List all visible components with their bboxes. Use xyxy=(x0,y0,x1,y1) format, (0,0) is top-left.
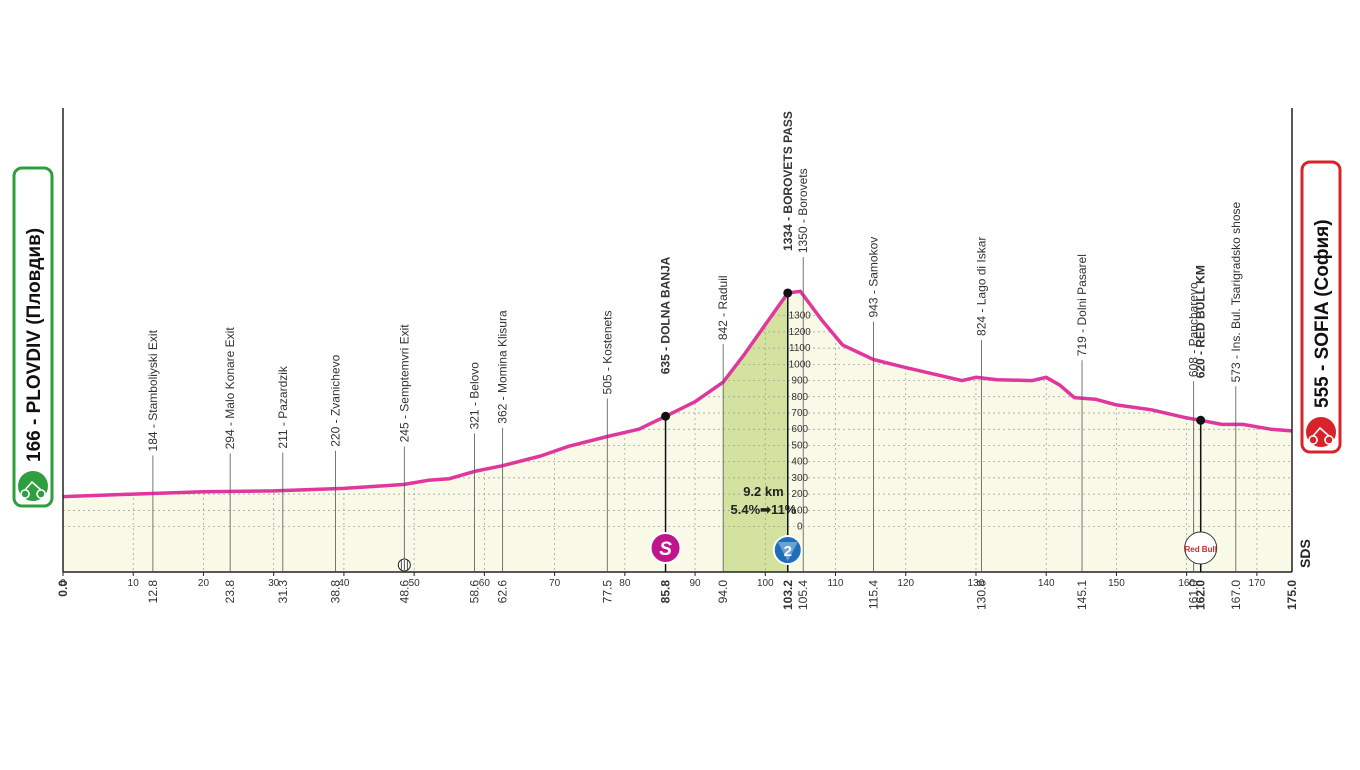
overlay: 0 10 20 30 40 50 60 70 80 90 100 110 120 130 140 150 160… xyxy=(12,108,1342,610)
start-box xyxy=(12,166,54,508)
sprint-icon xyxy=(649,532,682,564)
km-label: 161.0 xyxy=(1187,580,1201,610)
y-tick-label: 700 xyxy=(791,408,808,419)
km-label: 0.0 xyxy=(56,580,70,597)
waypoint-label: 505 - Kostenets xyxy=(600,310,614,394)
km-label: 12.8 xyxy=(146,580,160,604)
x-tick-label: 0 xyxy=(60,578,66,589)
y-tick-label: 500 xyxy=(791,440,808,451)
climb-length: 9.2 km xyxy=(743,484,783,499)
redbull-icon xyxy=(1184,531,1218,565)
km-label: 85.8 xyxy=(659,580,673,604)
finish-label: 555 - SOFIA (София) xyxy=(1312,219,1333,408)
y-tick-label: 200 xyxy=(791,489,808,500)
km-label: 58.6 xyxy=(468,580,482,604)
waypoint-dot xyxy=(783,288,793,298)
waypoint-label: 573 - Ins. Bul. Tsarigradsko shose xyxy=(1229,201,1243,382)
kom-icon xyxy=(772,535,803,565)
y-tick-label: 400 xyxy=(791,457,808,468)
km-label: 94.0 xyxy=(716,580,730,604)
km-label: 130.8 xyxy=(975,580,989,610)
y-tick-label: 1100 xyxy=(789,343,811,354)
km-label: 103.2 xyxy=(781,580,795,610)
waypoint-label: 842 - Raduil xyxy=(716,275,730,340)
x-tick-label: 40 xyxy=(338,578,350,589)
waypoint-label: 362 - Momina Klisura xyxy=(496,310,510,424)
waypoint-label: 321 - Belovo xyxy=(468,362,482,430)
waypoint-label: 620 - RED BULL KM xyxy=(1194,265,1208,378)
waypoint-label: 719 - Dolni Pasarel xyxy=(1075,254,1089,356)
finish-icon xyxy=(1306,417,1336,447)
x-tick-label: 50 xyxy=(409,578,421,589)
waypoint-label: 608 - Pancharevo xyxy=(1187,282,1201,377)
start-label: 166 - PLOVDIV (Пловдив) xyxy=(24,228,45,462)
y-tick-label: 100 xyxy=(791,505,808,516)
y-tick-label: 800 xyxy=(791,392,808,403)
km-label: 162.0 xyxy=(1194,580,1208,610)
km-label: 175.0 xyxy=(1285,580,1299,610)
x-tick-label: 110 xyxy=(828,578,844,589)
waypoint-label: 1334 - BOROVETS PASS xyxy=(781,111,795,251)
redbull-icon-label: Red Bull xyxy=(1184,545,1216,554)
km-label: 62.6 xyxy=(496,580,510,604)
km-label: 38.8 xyxy=(328,580,342,604)
km-label: 145.1 xyxy=(1075,580,1089,610)
y-tick-label: 900 xyxy=(791,376,808,387)
x-tick-label: 120 xyxy=(897,578,914,589)
x-tick-label: 100 xyxy=(757,578,774,589)
x-tick-label: 80 xyxy=(619,578,631,589)
km-label: 115.4 xyxy=(866,580,880,609)
waypoint-label: 184 - Stamboliyski Exit xyxy=(146,329,160,451)
finish-box xyxy=(1300,160,1342,454)
x-tick-label: 70 xyxy=(549,578,561,589)
waypoint-label: 1350 - Borovets xyxy=(796,168,810,253)
waypoint-label: 943 - Samokov xyxy=(866,237,880,318)
km-label: 23.8 xyxy=(223,580,237,604)
y-tick-label: 600 xyxy=(791,424,808,435)
waypoint-label: 245 - Semptemvri Exit xyxy=(397,324,411,443)
climb-gradient: 5.4%➡11% xyxy=(731,502,797,517)
waypoint-label: 220 - Zvanichevo xyxy=(328,354,342,446)
waypoint-label: 635 - DOLNA BANJA xyxy=(659,256,673,374)
y-tick-label: 1000 xyxy=(789,359,812,370)
waypoint-dot xyxy=(661,411,671,421)
x-tick-label: 140 xyxy=(1038,578,1055,589)
x-tick-label: 150 xyxy=(1108,578,1125,589)
km-label: 31.3 xyxy=(276,580,290,604)
finish-icon-bike xyxy=(1308,426,1334,445)
waypoint-label: 294 - Malo Konare Exit xyxy=(223,327,237,450)
x-tick-label: 10 xyxy=(128,578,140,589)
x-tick-label: 30 xyxy=(268,578,280,589)
kom-icon-shape xyxy=(777,542,798,561)
x-tick-label: 160 xyxy=(1178,578,1195,589)
waypoint-dot xyxy=(1196,415,1206,425)
y-tick-label: 300 xyxy=(791,473,808,484)
waypoint-label: 824 - Lago di Iskar xyxy=(975,237,989,336)
sprint-icon-label: S xyxy=(659,539,672,560)
km-label: 167.0 xyxy=(1229,580,1243,610)
start-icon-bike xyxy=(20,480,46,499)
kom-icon-label: 2 xyxy=(784,543,792,560)
profile-line xyxy=(62,289,1293,499)
x-tick-label: 20 xyxy=(198,578,210,589)
y-tick-label: 1300 xyxy=(789,311,812,322)
waypoint-label: 211 - Pazardzik xyxy=(276,365,290,448)
km-label: 77.5 xyxy=(600,580,614,604)
area-fill xyxy=(63,291,1292,572)
x-tick-label: 130 xyxy=(968,578,985,589)
km-label: 105.4 xyxy=(796,580,810,610)
y-tick-label: 1200 xyxy=(789,327,812,338)
logo: SDS xyxy=(1297,539,1313,568)
x-tick-label: 60 xyxy=(479,578,491,589)
x-tick-label: 170 xyxy=(1249,578,1266,589)
y-tick-label: 0 xyxy=(797,522,803,533)
km-label: 48.6 xyxy=(397,580,411,604)
profile-layer xyxy=(63,291,1292,572)
start-icon xyxy=(18,471,48,501)
x-tick-label: 90 xyxy=(689,578,701,589)
